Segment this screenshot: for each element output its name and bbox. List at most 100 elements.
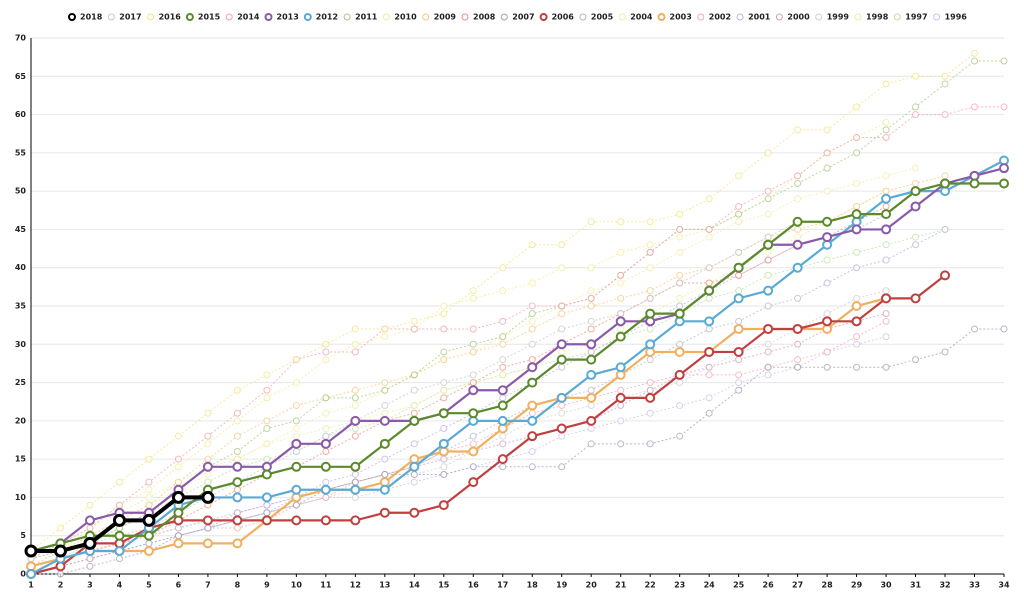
data-point: [351, 386, 359, 394]
data-point: [527, 431, 538, 442]
series-line: [30, 52, 975, 552]
data-point: [617, 310, 625, 318]
legend-label: 2016: [159, 13, 182, 22]
data-point: [499, 340, 507, 348]
data-point: [143, 530, 154, 541]
x-tick-label: 17: [497, 581, 508, 590]
data-point: [174, 463, 182, 471]
x-tick-label: 27: [792, 581, 803, 590]
data-point: [202, 461, 213, 472]
y-tick-label: 30: [15, 340, 27, 349]
y-tick-label: 55: [15, 148, 27, 157]
data-point: [556, 339, 567, 350]
data-point: [291, 484, 302, 495]
data-point: [882, 256, 890, 264]
legend-marker: [107, 13, 115, 21]
data-point: [351, 478, 359, 486]
x-tick-label: 26: [763, 581, 775, 590]
data-point: [646, 386, 654, 394]
data-point: [440, 386, 448, 394]
x-tick-label: 31: [910, 581, 922, 590]
data-point: [115, 501, 123, 509]
data-point: [617, 271, 625, 279]
x-tick-label: 16: [468, 581, 480, 590]
x-tick-label: 6: [176, 581, 182, 590]
data-point: [440, 302, 448, 310]
data-point: [646, 287, 654, 295]
data-point: [26, 569, 36, 579]
legend-marker: [618, 13, 626, 21]
data-point: [556, 423, 567, 434]
series-line: [30, 228, 946, 567]
data-point: [263, 509, 271, 517]
data-point: [676, 432, 684, 440]
series-line: [31, 328, 1004, 575]
data-point: [468, 385, 479, 396]
legend-marker: [422, 13, 430, 21]
data-point: [232, 477, 243, 488]
data-point: [233, 432, 241, 440]
data-point: [86, 562, 94, 570]
data-point: [615, 331, 626, 342]
series-line: [30, 228, 946, 575]
data-point: [735, 202, 743, 210]
data-point: [705, 279, 713, 287]
data-point: [676, 225, 684, 233]
data-point: [882, 287, 890, 295]
legend-marker: [697, 13, 705, 21]
data-point: [882, 317, 890, 325]
legend-label: 1998: [866, 13, 889, 22]
data-point: [971, 103, 979, 111]
data-point: [881, 193, 892, 204]
data-point: [528, 310, 536, 318]
legend-label: 2000: [787, 13, 810, 22]
data-point: [794, 179, 802, 187]
data-point: [822, 216, 833, 227]
legend-marker: [736, 13, 744, 21]
data-point: [171, 490, 185, 504]
data-point: [202, 515, 213, 526]
y-tick-label: 65: [15, 72, 27, 81]
data-point: [497, 415, 508, 426]
data-point: [469, 432, 477, 440]
data-point: [676, 233, 684, 241]
data-point: [261, 492, 272, 503]
data-point: [440, 463, 448, 471]
legend-label: 2015: [198, 13, 221, 22]
data-point: [645, 392, 656, 403]
data-point: [351, 470, 359, 478]
data-point: [794, 195, 802, 203]
legend-marker: [775, 13, 783, 21]
legend-label: 2012: [316, 13, 338, 22]
data-point: [351, 402, 359, 410]
data-point: [320, 484, 331, 495]
x-tick-label: 4: [117, 581, 123, 590]
data-point: [705, 409, 713, 417]
x-tick-label: 1: [28, 581, 34, 590]
data-point: [1000, 103, 1008, 111]
data-point: [792, 216, 803, 227]
legend-label: 2003: [670, 13, 692, 22]
legend-marker: [382, 13, 390, 21]
data-point: [558, 241, 566, 249]
data-point: [823, 363, 831, 371]
data-point: [823, 149, 831, 157]
data-point: [617, 279, 625, 287]
data-point: [912, 111, 920, 119]
data-point: [646, 294, 654, 302]
data-point: [853, 103, 861, 111]
legend-marker: [147, 13, 155, 21]
data-point: [84, 515, 95, 526]
legend-label: 1999: [827, 13, 850, 22]
data-point: [853, 134, 861, 142]
data-point: [587, 386, 595, 394]
data-point: [322, 493, 330, 501]
data-point: [558, 325, 566, 333]
data-point: [853, 340, 861, 348]
data-point: [204, 409, 212, 417]
data-point: [792, 262, 803, 273]
data-point: [350, 484, 361, 495]
x-tick-label: 7: [205, 581, 211, 590]
data-point: [379, 484, 390, 495]
data-point: [469, 463, 477, 471]
